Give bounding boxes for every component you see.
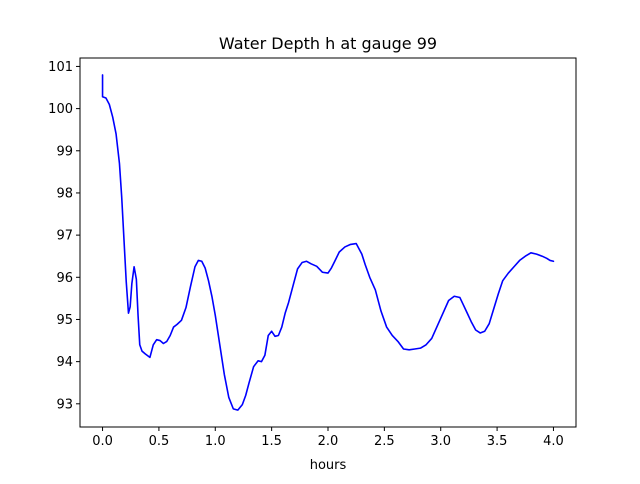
series-line-0 xyxy=(101,74,555,411)
x-axis-label: hours xyxy=(310,458,347,473)
y-tick-label: 96 xyxy=(56,271,73,286)
y-axis: 93 94 95 96 97 98 99 100 101 xyxy=(48,60,80,412)
y-tick-label: 97 xyxy=(56,229,73,244)
x-axis: 0.0 0.5 1.0 1.5 2.0 2.5 3.0 3.5 4.0 xyxy=(92,427,564,449)
y-tick-label: 99 xyxy=(56,144,73,159)
y-tick-label: 100 xyxy=(48,102,73,117)
plot-area xyxy=(101,74,555,411)
x-tick-label: 1.5 xyxy=(261,434,282,449)
x-tick-label: 0.5 xyxy=(149,434,170,449)
x-tick-label: 1.0 xyxy=(205,434,226,449)
x-tick-label: 2.5 xyxy=(374,434,395,449)
x-tick-label: 3.5 xyxy=(487,434,508,449)
y-tick-label: 98 xyxy=(56,186,73,201)
y-tick-label: 101 xyxy=(48,60,73,75)
x-tick-label: 0.0 xyxy=(92,434,113,449)
y-tick-label: 95 xyxy=(56,313,73,328)
x-tick-label: 4.0 xyxy=(543,434,564,449)
plot-frame xyxy=(79,57,577,428)
x-tick-label: 3.0 xyxy=(430,434,451,449)
y-tick-label: 93 xyxy=(56,397,73,412)
chart-title: Water Depth h at gauge 99 xyxy=(219,34,437,53)
y-tick-label: 94 xyxy=(56,355,73,370)
x-tick-label: 2.0 xyxy=(318,434,339,449)
